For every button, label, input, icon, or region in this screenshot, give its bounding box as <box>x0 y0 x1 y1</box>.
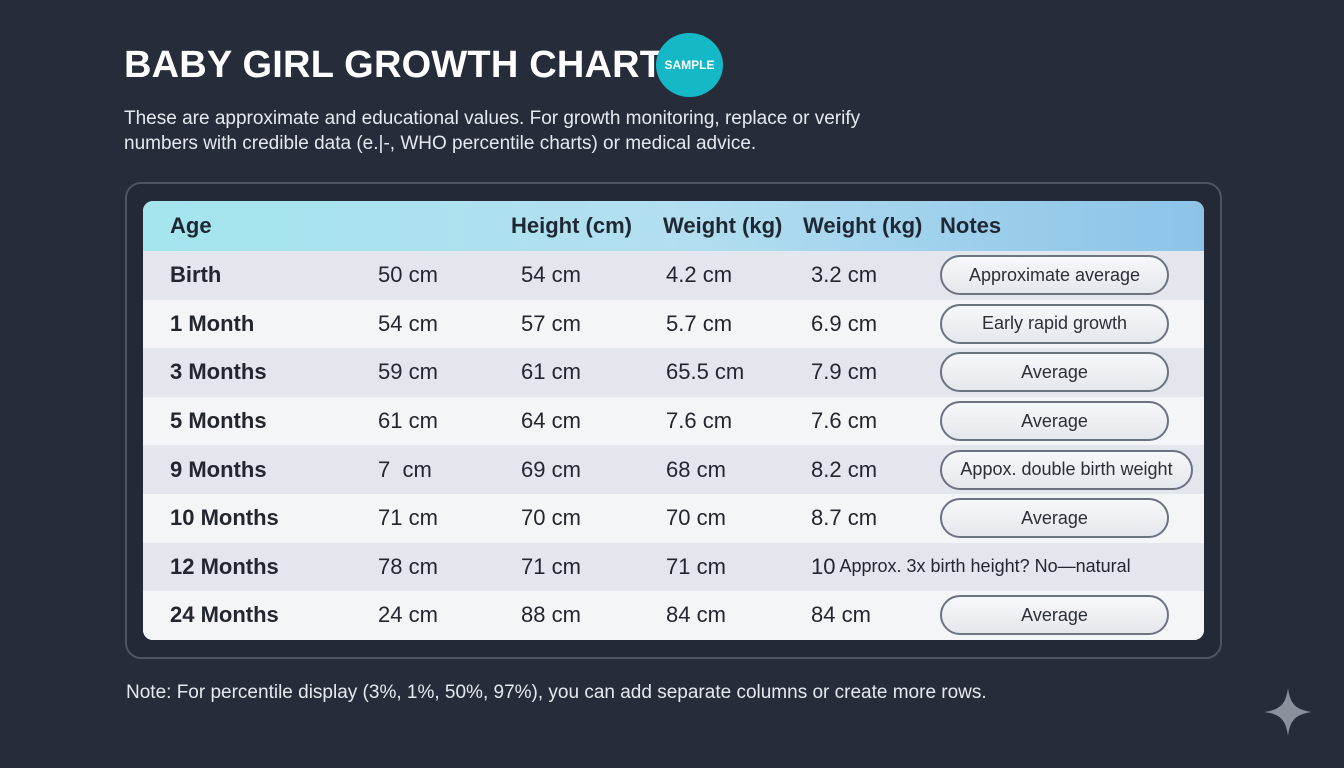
value-cell: 7.9 cm <box>811 359 878 385</box>
value-cell: 64 cm <box>521 408 581 434</box>
note-pill: Average <box>940 595 1169 636</box>
value-cell: 3.2 cm <box>811 262 878 288</box>
value-cell: 71 cm <box>378 505 438 531</box>
age-cell: 1 Month <box>170 310 255 336</box>
table-row: Birth 50 cm 54 cm 4.2 cm 3.2 cm Approxim… <box>143 251 1204 300</box>
header-weight-2: Weight (kg) <box>803 213 923 238</box>
note-text: 10 Approx. 3x birth height? No—natural <box>811 543 1131 592</box>
value-cell: 59 cm <box>378 359 438 385</box>
value-cell: 7 cm <box>378 456 432 482</box>
header-height: Height (cm) <box>511 213 632 238</box>
table-row: 12 Months 78 cm 71 cm 71 cm 10 Approx. 3… <box>143 542 1204 592</box>
note-pill: Early rapid growth <box>940 303 1169 344</box>
table-row: 3 Months 59 cm 61 cm 65.5 cm 7.9 cm Aver… <box>143 348 1204 397</box>
note-pill: Approximate average <box>940 255 1169 296</box>
age-cell: 3 Months <box>170 359 267 385</box>
page-title: BABY GIRL GROWTH CHART <box>124 44 664 86</box>
age-cell: Birth <box>170 262 222 288</box>
value-cell: 4.2 cm <box>666 262 733 288</box>
value-cell: 8.2 cm <box>811 456 878 482</box>
value-cell: 24 cm <box>378 602 438 628</box>
sample-badge: SAMPLE <box>656 33 723 97</box>
header-age: Age <box>170 213 212 238</box>
value-cell: 68 cm <box>666 456 726 482</box>
age-cell: 9 Months <box>170 456 267 482</box>
value-cell: 61 cm <box>378 408 438 434</box>
note-plain-text: Approx. 3x birth height? No—natural <box>839 556 1131 577</box>
value-cell: 50 cm <box>378 262 438 288</box>
table-row: 24 Months 24 cm 88 cm 84 cm 84 cm Averag… <box>143 591 1204 640</box>
value-cell: 61 cm <box>521 359 581 385</box>
table-row: 9 Months 7 cm 69 cm 68 cm 8.2 cm Appox. … <box>143 445 1204 494</box>
age-cell: 5 Months <box>170 408 267 434</box>
value-cell: 70 cm <box>521 505 581 531</box>
value-cell: 7.6 cm <box>811 408 878 434</box>
sparkle-icon <box>1264 688 1312 736</box>
value-cell: 70 cm <box>666 505 726 531</box>
header-notes: Notes <box>940 213 1002 238</box>
value-cell: 71 cm <box>521 553 581 579</box>
value-cell: 65.5 cm <box>666 359 745 385</box>
note-pill: Average <box>940 498 1169 539</box>
note-pill: Average <box>940 401 1169 442</box>
value-cell: 84 cm <box>666 602 726 628</box>
value-cell: 84 cm <box>811 602 871 628</box>
value-cell: 8.7 cm <box>811 505 878 531</box>
value-cell: 54 cm <box>378 310 438 336</box>
note-pill: Average <box>940 352 1169 393</box>
footnote: Note: For percentile display (3%, 1%, 50… <box>126 682 987 703</box>
subtitle: These are approximate and educational va… <box>124 108 861 154</box>
value-cell: 69 cm <box>521 456 581 482</box>
table-row: 1 Month 54 cm 57 cm 5.7 cm 6.9 cm Early … <box>143 299 1204 349</box>
header-weight: Weight (kg) <box>663 213 783 238</box>
growth-table: Age Height (cm) Weight (kg) Weight (kg) … <box>143 201 1204 640</box>
value-cell: 7.6 cm <box>666 408 733 434</box>
value-cell: 57 cm <box>521 310 581 336</box>
value-cell: 5.7 cm <box>666 310 733 336</box>
value-cell: 54 cm <box>521 262 581 288</box>
value-cell: 88 cm <box>521 602 581 628</box>
age-cell: 10 Months <box>170 505 279 531</box>
age-cell: 12 Months <box>170 553 279 579</box>
note-prefix: 10 <box>811 553 836 579</box>
value-cell: 71 cm <box>666 553 726 579</box>
value-cell: 6.9 cm <box>811 310 878 336</box>
value-cell: 78 cm <box>378 553 438 579</box>
table-row: 10 Months 71 cm 70 cm 70 cm 8.7 cm Avera… <box>143 493 1204 543</box>
table-header: Age Height (cm) Weight (kg) Weight (kg) … <box>143 201 1204 251</box>
age-cell: 24 Months <box>170 602 279 628</box>
table-row: 5 Months 61 cm 64 cm 7.6 cm 7.6 cm Avera… <box>143 396 1204 446</box>
note-pill: Appox. double birth weight <box>940 449 1193 490</box>
